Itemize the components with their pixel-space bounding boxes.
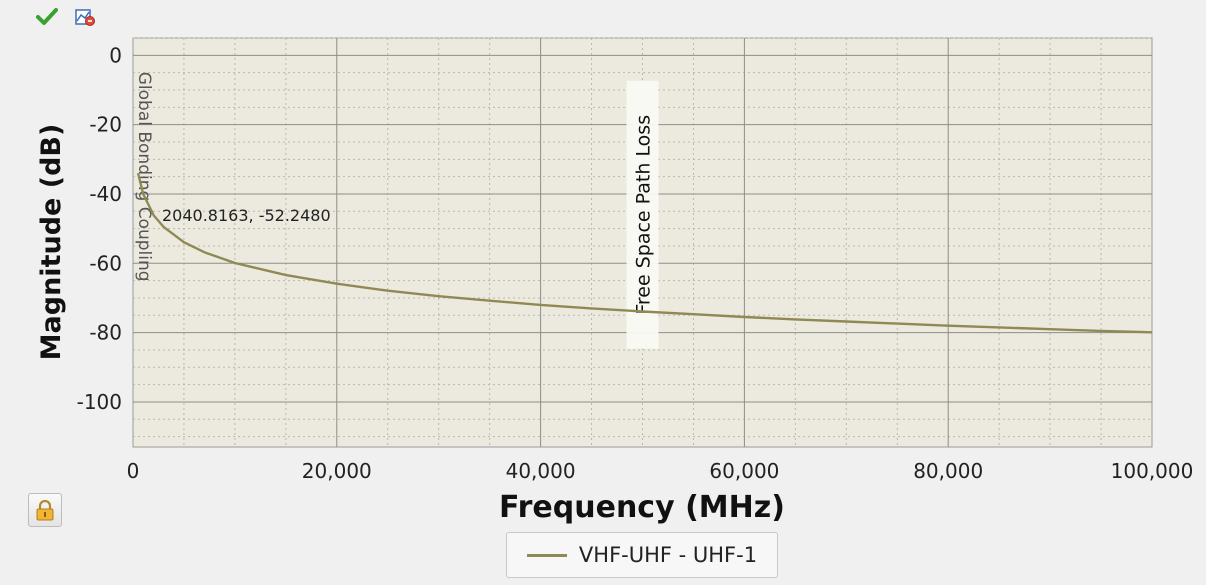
vertical-annotations: Free Space Path Loss Global Bonding Coupl…: [134, 72, 659, 349]
point-readout-label: 2040.8163, -52.2480: [162, 206, 331, 225]
x-tick-label: 0: [127, 459, 140, 483]
x-tick-labels: 0 20,000 40,000 60,000 80,000 100,000: [127, 459, 1194, 483]
point-annotations: 2040.8163, -52.2480: [162, 206, 331, 225]
y-tick-label: 0: [109, 43, 122, 67]
x-tick-label: 60,000: [709, 459, 779, 483]
chart-legend: VHF-UHF - UHF-1: [506, 532, 778, 578]
legend-swatch: [526, 553, 567, 557]
y-tick-label: -20: [89, 113, 122, 137]
series-layer: [136, 172, 1153, 334]
legend-label: VHF-UHF - UHF-1: [578, 543, 758, 567]
x-tick-label: 40,000: [506, 459, 576, 483]
minor-grid: [133, 37, 1152, 447]
chart-settings-icon[interactable]: [74, 6, 96, 28]
annotation-global-bonding: Global Bonding Coupling: [134, 72, 154, 282]
y-tick-label: -100: [77, 390, 122, 414]
y-tick-label: -40: [89, 182, 122, 206]
annotation-free-space-path-loss: Free Space Path Loss: [633, 115, 655, 315]
x-tick-label: 80,000: [913, 459, 983, 483]
annotation-background: [626, 80, 659, 349]
y-tick-labels: 0 -20 -40 -60 -80 -100: [77, 43, 122, 414]
x-tick-label: 100,000: [1111, 459, 1194, 483]
x-axis-label: Frequency (MHz): [499, 490, 785, 525]
x-tick-label: 20,000: [302, 459, 372, 483]
y-tick-label: -80: [89, 321, 122, 345]
lock-button[interactable]: [28, 493, 62, 527]
series-line: [136, 172, 1153, 334]
y-axis-label: Magnitude (dB): [36, 124, 67, 361]
apply-check-icon[interactable]: [36, 6, 58, 28]
y-tick-label: -60: [89, 251, 122, 275]
lock-icon: [36, 499, 54, 521]
